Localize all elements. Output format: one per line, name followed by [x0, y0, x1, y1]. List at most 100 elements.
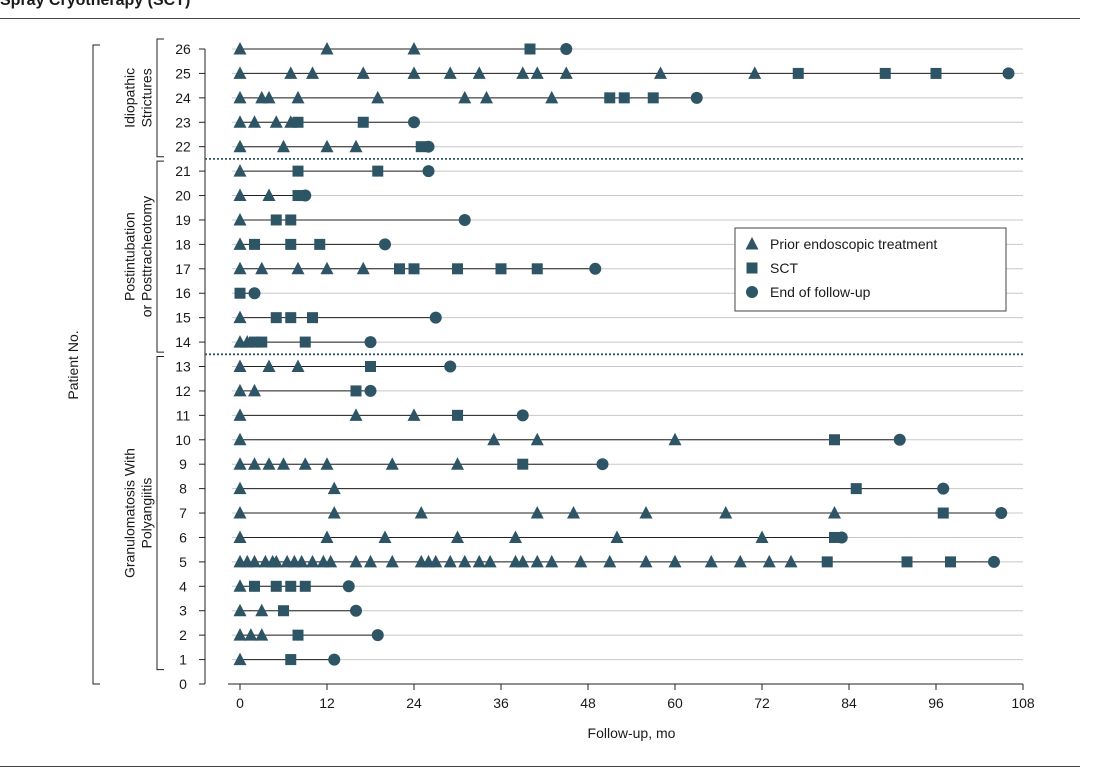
prior-marker-p25-8 [530, 66, 544, 79]
y-axis-title: Patient No. [65, 330, 81, 399]
end-marker-p10 [893, 433, 906, 446]
legend-symbol-square [746, 262, 758, 274]
sct-marker-p17-1 [408, 263, 420, 275]
sct-marker-p16-0 [234, 287, 246, 299]
end-marker-p18 [379, 238, 391, 251]
y-tick-label-7: 7 [179, 505, 187, 521]
end-marker-p7 [995, 507, 1008, 520]
sct-marker-p22-0 [415, 141, 427, 153]
prior-marker-p6-5 [610, 530, 624, 543]
y-tick-label-0: 0 [179, 676, 187, 692]
group-layer: IdiopathicStrictures Postintubationor Pos… [92, 38, 1023, 685]
sct-marker-p18-1 [285, 238, 297, 250]
sct-marker-p2-0 [292, 629, 304, 641]
prior-marker-p8-0 [233, 481, 247, 495]
prior-marker-p5-17 [429, 554, 443, 568]
x-tick-label-60: 60 [667, 695, 683, 711]
prior-marker-p5-33 [784, 554, 798, 568]
prior-marker-p9-3 [277, 457, 290, 470]
prior-marker-p25-9 [559, 66, 573, 79]
prior-marker-p26-0 [233, 42, 247, 55]
x-tick-label-84: 84 [841, 695, 857, 711]
sct-marker-p11-0 [452, 409, 463, 421]
sct-marker-p15-1 [285, 312, 297, 324]
end-marker-p21 [422, 165, 435, 178]
prior-marker-p7-2 [414, 506, 428, 519]
sct-marker-p4-1 [270, 580, 282, 592]
prior-marker-p9-6 [385, 457, 399, 470]
prior-marker-p7-4 [567, 506, 580, 519]
y-tick-label-10: 10 [175, 432, 191, 448]
prior-marker-p7-5 [639, 506, 653, 519]
prior-marker-p5-21 [483, 554, 497, 568]
axis-layer: 0123456789101112131415161718192021222324… [65, 41, 1035, 741]
y-tick-label-8: 8 [179, 481, 187, 497]
sct-marker-p5-1 [901, 556, 913, 568]
sct-marker-p24-0 [604, 92, 616, 104]
y-tick-label-6: 6 [179, 529, 187, 545]
prior-marker-p5-18 [443, 554, 457, 568]
sct-marker-p15-2 [307, 312, 318, 324]
prior-marker-p5-32 [762, 554, 776, 568]
bottom-rule [0, 766, 1080, 767]
prior-marker-p20-1 [262, 188, 276, 202]
sct-marker-p5-2 [945, 556, 956, 568]
prior-marker-p5-5 [269, 554, 283, 568]
prior-marker-p5-24 [530, 554, 544, 568]
prior-marker-p25-6 [472, 66, 486, 79]
x-tick-label-0: 0 [236, 695, 244, 711]
prior-marker-p10-0 [233, 432, 247, 446]
patient-bracket [92, 44, 100, 685]
sct-marker-p17-3 [495, 263, 507, 275]
sct-marker-p24-2 [647, 92, 659, 104]
prior-marker-p17-1 [255, 261, 269, 275]
y-tick-label-4: 4 [179, 578, 187, 594]
group-label-line: Polyangiitis [139, 478, 155, 549]
prior-marker-p9-5 [320, 457, 334, 470]
y-tick-label-15: 15 [175, 310, 191, 326]
sct-marker-p14-1 [256, 336, 268, 348]
sct-marker-p24-1 [618, 92, 630, 104]
y-tick-label-21: 21 [175, 163, 191, 179]
prior-marker-p6-2 [378, 530, 392, 543]
prior-marker-p9-1 [248, 457, 261, 470]
prior-marker-p12-0 [233, 383, 247, 397]
prior-marker-p5-13 [364, 554, 377, 568]
y-tick-label-24: 24 [175, 90, 191, 106]
y-tick-label-26: 26 [175, 41, 191, 57]
sct-marker-p21-0 [292, 165, 304, 177]
y-tick-label-19: 19 [175, 212, 191, 228]
x-tick-label-48: 48 [580, 695, 596, 711]
end-marker-p15 [429, 311, 442, 324]
x-tick-label-96: 96 [928, 695, 944, 711]
y-tick-label-18: 18 [175, 236, 191, 252]
sct-marker-p10-0 [829, 434, 840, 446]
prior-marker-p5-20 [472, 554, 486, 568]
y-tick-label-3: 3 [179, 603, 187, 619]
prior-marker-p6-4 [509, 530, 522, 543]
sct-marker-p25-0 [792, 67, 804, 79]
prior-marker-p25-2 [306, 66, 319, 79]
prior-marker-p9-7 [451, 457, 464, 470]
sct-marker-p4-3 [299, 580, 311, 592]
prior-marker-p5-14 [385, 554, 399, 568]
prior-marker-p2-1 [244, 628, 258, 641]
sct-marker-p25-2 [930, 67, 942, 79]
prior-marker-p5-27 [603, 554, 617, 568]
group-label-line: Postintubation [122, 212, 138, 301]
prior-marker-p2-2 [255, 628, 269, 641]
prior-marker-p21-0 [233, 164, 247, 177]
prior-marker-p7-6 [719, 506, 733, 519]
x-tick-label-108: 108 [1011, 695, 1035, 711]
prior-marker-p17-3 [320, 261, 334, 275]
sct-marker-p13-0 [365, 361, 376, 372]
group-label-1: Postintubationor Posttracheotomy [122, 196, 155, 317]
prior-marker-p10-1 [487, 432, 501, 446]
x-tick-label-12: 12 [319, 695, 335, 711]
sct-marker-p17-4 [531, 263, 543, 275]
prior-marker-p5-8 [295, 554, 309, 568]
prior-marker-p5-28 [639, 554, 653, 568]
prior-marker-p18-0 [233, 237, 247, 250]
end-marker-p23 [408, 116, 420, 129]
y-tick-label-25: 25 [175, 65, 191, 81]
